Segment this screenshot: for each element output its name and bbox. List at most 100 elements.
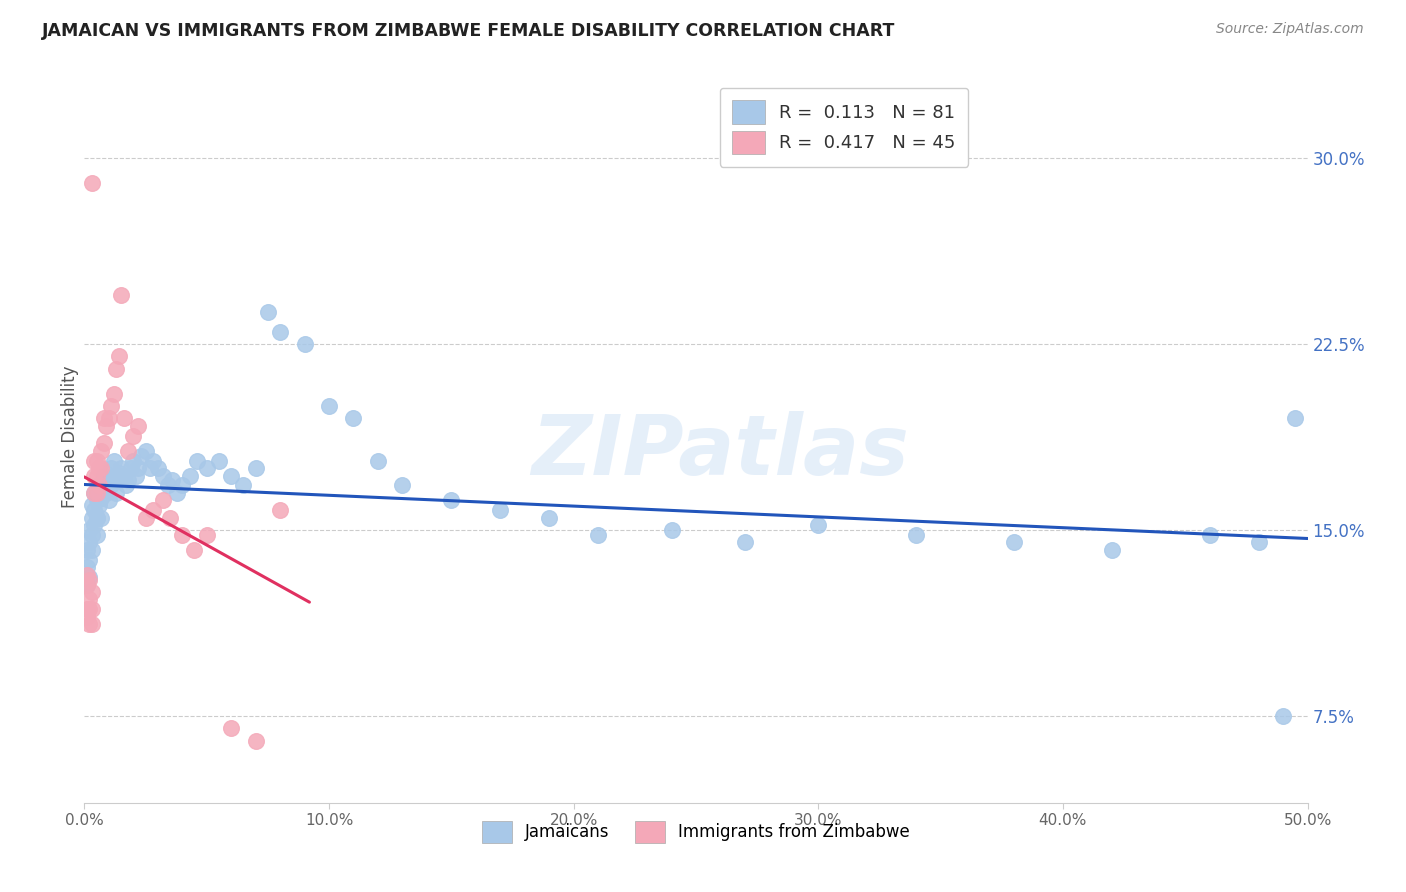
Point (208, 453, 231, 467)
Point (76, 542, 98, 557)
Point (93, 436, 115, 450)
Point (86, 510, 108, 524)
Point (97, 474, 120, 488)
Point (93, 468, 115, 483)
Point (440, 493, 463, 508)
Point (172, 478, 194, 492)
Point (86, 453, 108, 467)
Point (80, 542, 103, 557)
Point (294, 337, 316, 351)
Point (115, 478, 138, 492)
Point (318, 399, 340, 413)
Point (117, 474, 139, 488)
Point (87, 498, 110, 512)
Point (103, 386, 125, 401)
Point (83, 486, 105, 500)
Point (80, 617, 103, 632)
Point (86, 510, 108, 524)
Point (186, 453, 208, 467)
Point (87, 478, 110, 492)
Point (83, 468, 105, 483)
Point (152, 468, 174, 483)
Point (90, 461, 112, 475)
Point (105, 486, 128, 500)
Point (80, 585, 103, 599)
Point (105, 474, 128, 488)
Point (195, 461, 218, 475)
Point (257, 305, 280, 319)
Point (83, 518, 105, 533)
Point (100, 399, 122, 413)
Point (146, 461, 169, 475)
Point (734, 535, 756, 549)
Point (77, 553, 100, 567)
Point (807, 518, 830, 533)
Point (269, 503, 291, 517)
Point (77, 535, 100, 549)
Point (80, 528, 103, 542)
Y-axis label: Female Disability: Female Disability (62, 366, 80, 508)
Point (110, 461, 132, 475)
Point (77, 523, 100, 537)
Point (219, 468, 242, 483)
Point (80, 176, 103, 190)
Point (97, 411, 120, 425)
Point (80, 602, 103, 616)
Point (245, 461, 267, 475)
Point (139, 461, 162, 475)
Point (76, 567, 98, 582)
Point (245, 734, 267, 748)
Point (100, 478, 122, 492)
Point (117, 443, 139, 458)
Point (342, 411, 364, 425)
Point (232, 478, 254, 492)
Point (1284, 411, 1306, 425)
Point (129, 449, 152, 463)
Point (112, 411, 135, 425)
Point (76, 577, 98, 591)
Point (90, 491, 112, 505)
Point (96, 474, 118, 488)
Point (76, 610, 98, 624)
Point (100, 461, 122, 475)
Point (159, 510, 181, 524)
Point (80, 510, 103, 524)
Point (77, 602, 100, 616)
Point (1247, 535, 1270, 549)
Point (83, 453, 105, 467)
Point (96, 486, 118, 500)
Point (195, 528, 218, 542)
Point (86, 528, 108, 542)
Legend: Jamaicans, Immigrants from Zimbabwe: Jamaicans, Immigrants from Zimbabwe (475, 814, 917, 849)
Point (76, 602, 98, 616)
Point (127, 461, 149, 475)
Point (83, 503, 105, 517)
Point (93, 478, 115, 492)
Point (80, 498, 103, 512)
Point (219, 722, 242, 736)
Point (90, 510, 112, 524)
Point (183, 542, 205, 557)
Point (122, 453, 145, 467)
Point (586, 528, 609, 542)
Point (152, 493, 174, 508)
Point (391, 478, 413, 492)
Point (86, 493, 108, 508)
Point (87, 461, 110, 475)
Point (142, 453, 165, 467)
Point (905, 528, 928, 542)
Point (112, 468, 135, 483)
Point (87, 478, 110, 492)
Point (77, 573, 100, 587)
Point (107, 350, 129, 364)
Text: ZIPatlas: ZIPatlas (531, 411, 910, 492)
Point (661, 523, 683, 537)
Point (1002, 535, 1025, 549)
Point (125, 468, 148, 483)
Point (135, 510, 157, 524)
Point (269, 325, 291, 339)
Point (105, 362, 128, 376)
Point (135, 443, 157, 458)
Point (367, 453, 389, 467)
Point (76, 577, 98, 591)
